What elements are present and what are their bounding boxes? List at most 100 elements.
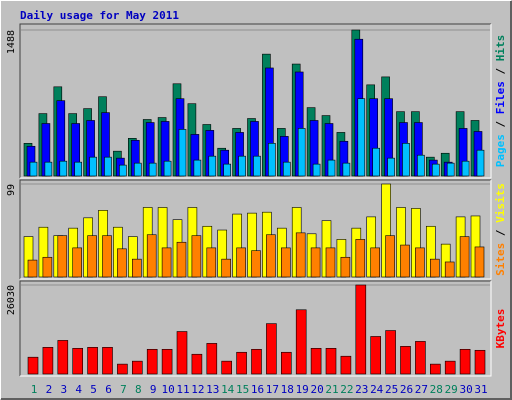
panel-edge-light	[20, 281, 492, 377]
bar	[208, 155, 217, 177]
panel-edge-dark	[19, 179, 491, 279]
bar	[119, 164, 127, 177]
x-tick-label: 9	[150, 383, 157, 396]
bar	[161, 348, 173, 375]
x-tick-label: 17	[266, 383, 279, 396]
bar	[102, 347, 113, 375]
bar	[238, 155, 246, 177]
bar	[57, 235, 68, 278]
bar	[400, 346, 411, 375]
bar	[415, 341, 426, 375]
bar	[117, 363, 128, 375]
bar	[431, 163, 440, 177]
bar	[325, 348, 337, 375]
bar	[370, 336, 382, 375]
x-tick-label: 1	[31, 383, 38, 396]
x-tick-label: 14	[221, 383, 235, 396]
bar	[282, 161, 291, 177]
bar	[72, 348, 83, 375]
bar	[191, 235, 202, 278]
legend-entry: Hits	[494, 35, 507, 62]
legend-separator: /	[494, 61, 507, 81]
bar	[27, 259, 38, 278]
bar	[132, 258, 142, 278]
bar	[29, 161, 38, 177]
bar	[310, 348, 322, 375]
x-tick-label: 11	[176, 383, 189, 396]
bar	[372, 147, 381, 177]
bar	[42, 347, 54, 375]
bar	[429, 363, 441, 375]
x-tick-label: 28	[430, 383, 443, 396]
legend-entry: Pages	[494, 134, 507, 167]
bar	[340, 355, 352, 375]
bar	[146, 234, 157, 278]
bar	[400, 244, 410, 278]
bar	[236, 247, 246, 278]
x-tick-label: 15	[236, 383, 249, 396]
legend-separator: /	[494, 114, 507, 134]
panel-edge-light	[20, 24, 492, 179]
bar	[161, 247, 172, 278]
bar	[146, 348, 158, 375]
x-tick-label: 30	[459, 383, 472, 396]
bar	[280, 351, 292, 375]
bar	[446, 162, 455, 177]
bar	[176, 331, 188, 375]
bar	[385, 235, 395, 278]
bar	[134, 162, 142, 177]
legend-separator: /	[494, 223, 507, 243]
legend-entry: Visits	[494, 183, 507, 223]
x-tick-label: 6	[105, 383, 112, 396]
x-tick-label: 24	[370, 383, 384, 396]
bar	[342, 162, 351, 177]
x-tick-label: 27	[415, 383, 428, 396]
bar	[59, 160, 68, 177]
bar	[206, 247, 217, 278]
bar	[72, 247, 82, 278]
bar	[266, 234, 276, 278]
bar	[459, 348, 471, 375]
bar	[223, 163, 231, 177]
bar	[295, 232, 306, 278]
bar	[355, 239, 366, 278]
y-tick-label: 1488	[6, 30, 17, 54]
x-tick-label: 25	[385, 383, 398, 396]
x-tick-label: 8	[135, 383, 142, 396]
bar	[253, 155, 261, 177]
y-tick-label: 26030	[6, 285, 17, 315]
x-tick-label: 16	[251, 383, 264, 396]
panel-edge-dark	[19, 23, 491, 178]
x-tick-label: 7	[120, 383, 127, 396]
bar	[266, 323, 277, 375]
panel-edge-light	[20, 180, 492, 280]
bar	[176, 241, 187, 278]
x-tick-label: 22	[340, 383, 353, 396]
bar	[325, 247, 336, 278]
bar	[221, 360, 232, 375]
bar	[295, 309, 307, 375]
bar	[444, 360, 456, 375]
bar	[459, 236, 470, 278]
chart-title: Daily usage for May 2011	[20, 9, 179, 22]
bar	[312, 163, 321, 177]
bar	[163, 160, 172, 177]
bar	[417, 154, 425, 177]
bar	[387, 157, 395, 177]
x-tick-label: 18	[281, 383, 294, 396]
bar	[476, 149, 485, 177]
x-tick-label: 12	[191, 383, 204, 396]
legend-entry: KBytes	[494, 309, 507, 349]
x-tick-label: 31	[474, 383, 487, 396]
bar	[221, 258, 231, 278]
bar	[87, 347, 98, 375]
bar	[87, 235, 97, 278]
bar	[191, 353, 203, 375]
bar	[415, 247, 425, 278]
bar	[57, 340, 69, 375]
x-tick-label: 29	[445, 383, 458, 396]
bar	[104, 156, 112, 177]
x-tick-label: 4	[75, 383, 82, 396]
